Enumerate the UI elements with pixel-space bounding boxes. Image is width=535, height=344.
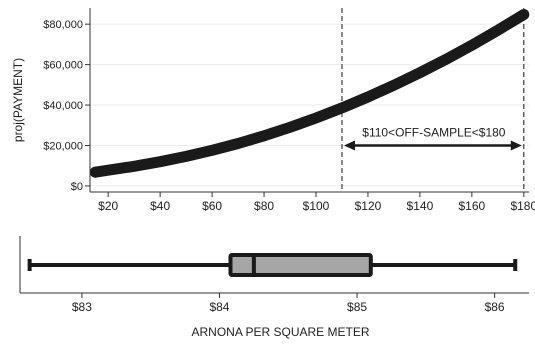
- x-tick-label: $120: [355, 199, 382, 213]
- x-tick-label: $40: [150, 199, 170, 213]
- y-axis-label: proj(PAYMENT): [11, 58, 25, 142]
- y-tick-label: $40,000: [43, 100, 83, 112]
- x-tick-label: $80: [254, 199, 274, 213]
- arnona-boxplot: $83 $84 $85 $86 ARNONA PER SQUARE METER: [19, 236, 529, 339]
- boxplot-x-tick-label: $86: [485, 300, 505, 314]
- payment-curve: [89, 9, 530, 178]
- arrow-head-left: [343, 140, 355, 151]
- x-tick-label: $180: [510, 199, 535, 213]
- axes: [89, 8, 529, 193]
- boxplot-x-tick-label: $85: [347, 300, 367, 314]
- arrow-head-right: [510, 140, 522, 151]
- y-tick-label: $80,000: [43, 19, 83, 31]
- x-tick-label: $100: [303, 199, 330, 213]
- off-sample-bounds: [341, 8, 525, 192]
- iqr-box: [228, 253, 373, 277]
- off-sample-annotation: $110<OFF-SAMPLE<$180: [362, 125, 506, 139]
- y-tick-label: $20,000: [43, 140, 83, 152]
- payment-chart: $110<OFF-SAMPLE<$180 $0 $20,000 $40,000 $60…: [11, 8, 535, 213]
- x-tick-label: $140: [407, 199, 434, 213]
- off-sample-arrow: [343, 140, 522, 151]
- x-tick-label: $160: [459, 199, 486, 213]
- boxplot-x-tick-label: $83: [72, 300, 92, 314]
- boxplot-x-tick-label: $84: [209, 300, 229, 314]
- box-whisker: [27, 253, 518, 277]
- boxplot-x-ticks: $83 $84 $85 $86: [72, 293, 505, 314]
- boxplot-axes: [19, 236, 529, 294]
- y-tick-label: $0: [71, 181, 83, 193]
- x-tick-label: $20: [98, 199, 118, 213]
- x-ticks: $20 $40 $60 $80 $100 $120 $140 $160 $180: [98, 192, 535, 213]
- y-ticks: $0 $20,000 $40,000 $60,000 $80,000: [43, 19, 90, 193]
- x-axis-label: ARNONA PER SQUARE METER: [191, 325, 369, 339]
- x-tick-label: $60: [202, 199, 222, 213]
- y-tick-label: $60,000: [43, 60, 83, 72]
